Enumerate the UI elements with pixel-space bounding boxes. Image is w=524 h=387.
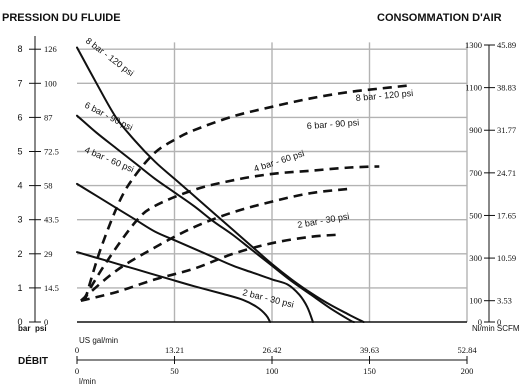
- air-label-2bar: 2 bar - 30 psi: [297, 211, 350, 230]
- right-tick-nl: 300: [469, 253, 482, 263]
- gal-tick-label: 13.21: [165, 345, 184, 355]
- right-tick-scfm: 45.89: [497, 40, 516, 50]
- pressure-series-line: [76, 46, 365, 323]
- right-tick-nl: 700: [469, 168, 482, 178]
- lmin-tick-label: 150: [363, 366, 376, 376]
- left-tick-bar: 5: [17, 147, 22, 157]
- debit-label: DÉBIT: [18, 354, 48, 367]
- left-tick-bar: 1: [17, 283, 22, 293]
- right-tick-scfm: 24.71: [497, 168, 516, 178]
- chart-title-left: PRESSION DU FLUIDE: [2, 12, 121, 24]
- pressure-label-8bar: 8 bar - 120 psi: [84, 36, 136, 79]
- lmin-tick-label: 100: [266, 366, 279, 376]
- air-series-line: [80, 187, 351, 302]
- right-tick-nl: 1300: [465, 40, 482, 50]
- gal-tick-label: 0: [75, 345, 79, 355]
- left-tick-psi: 87: [44, 112, 53, 122]
- right-tick-scfm: 0: [497, 317, 501, 327]
- right-tick-scfm: 3.53: [497, 296, 512, 306]
- lmin-unit-label: l/min: [79, 377, 96, 386]
- chart-title-right: CONSOMMATION D'AIR: [377, 12, 502, 24]
- left-tick-psi: 72.5: [44, 147, 59, 157]
- left-tick-bar: 7: [17, 78, 22, 88]
- right-tick-nl: 900: [469, 125, 482, 135]
- left-unit-psi: psi: [35, 324, 47, 333]
- left-tick-bar: 6: [17, 112, 22, 122]
- right-tick-scfm: 31.77: [497, 125, 516, 135]
- left-tick-psi: 0: [44, 317, 48, 327]
- right-tick-nl: 100: [469, 296, 482, 306]
- lmin-tick-label: 50: [170, 366, 179, 376]
- right-tick-scfm: 10.59: [497, 253, 516, 263]
- left-tick-psi: 43.5: [44, 215, 59, 225]
- left-tick-bar: 0: [17, 317, 22, 327]
- right-axis-ticks: 0 0 100 3.53 300 10.59 500 17.65 700 24.71 900 31.7…: [465, 40, 516, 327]
- pressure-label-4bar: 4 bar - 60 psi: [83, 145, 135, 175]
- left-tick-psi: 100: [44, 78, 57, 88]
- left-unit-bar: bar: [18, 324, 30, 333]
- left-tick-psi: 29: [44, 249, 53, 259]
- left-tick-bar: 2: [17, 249, 22, 259]
- pressure-label-2bar: 2 bar - 30 psi: [242, 287, 295, 309]
- left-tick-bar: 3: [17, 215, 22, 225]
- pressure-series-line: [76, 114, 355, 323]
- air-label-8bar: 8 bar - 120 psi: [355, 88, 413, 103]
- left-tick-psi: 58: [44, 181, 53, 191]
- left-tick-bar: 4: [17, 181, 22, 191]
- gal-tick-label: 26.42: [262, 345, 281, 355]
- gal-unit-label: US gal/min: [79, 336, 118, 345]
- left-tick-psi: 126: [44, 44, 57, 54]
- series: [76, 46, 409, 323]
- lmin-tick-label: 200: [461, 366, 474, 376]
- gal-tick-label: 52.84: [457, 345, 477, 355]
- right-unit: Nl/min SCFM: [472, 324, 520, 333]
- right-tick-scfm: 38.83: [497, 83, 516, 93]
- gal-tick-label: 39.63: [360, 345, 379, 355]
- lmin-tick-label: 0: [75, 366, 79, 376]
- left-tick-psi: 14.5: [44, 283, 59, 293]
- air-label-6bar: 6 bar - 90 psi: [306, 117, 359, 131]
- pressure-series-line: [76, 251, 272, 323]
- air-series-line: [81, 165, 380, 302]
- right-tick-nl: 500: [469, 210, 482, 220]
- air-series-line: [80, 233, 341, 302]
- pressure-series-line: [76, 182, 314, 323]
- right-tick-nl: 0: [478, 317, 482, 327]
- bottom-axis-ticks: 0 0 13.21 50 26.42 100 39.63 150 52.84 200: [75, 345, 477, 376]
- right-tick-scfm: 17.65: [497, 210, 516, 220]
- right-tick-nl: 1100: [465, 83, 482, 93]
- left-axis-ticks: 0 0 1 14.5 2 29 3 43.5 4 58 5 72.5 6 87 7 100 8 126: [17, 44, 58, 327]
- air-series-line: [83, 84, 409, 302]
- left-tick-bar: 8: [17, 44, 22, 54]
